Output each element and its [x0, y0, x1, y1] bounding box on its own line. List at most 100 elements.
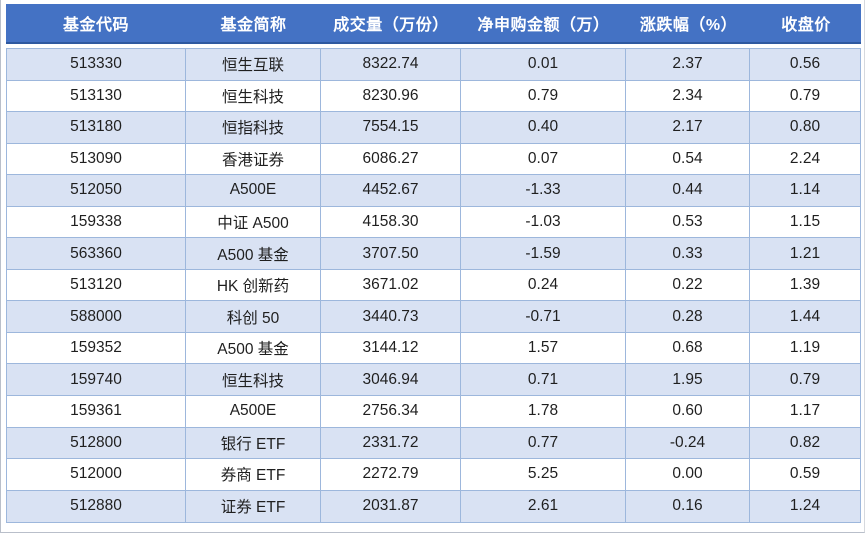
- table-cell-close_price: 0.79: [789, 86, 821, 104]
- table-cell-change_pct: 0.28: [626, 301, 750, 332]
- table-cell-fund_name: 券商 ETF: [186, 459, 321, 490]
- table-cell-volume_10k_units: 3046.94: [321, 364, 461, 396]
- table-cell-change_pct: -0.24: [626, 427, 750, 459]
- table-cell-fund_code: 512800: [7, 427, 186, 459]
- table-cell-fund_code: 563360: [7, 238, 186, 269]
- table-cell-close_price: 2.24: [789, 149, 821, 167]
- table-cell-net_subscription_10k: 5.25: [461, 459, 626, 490]
- table-cell-fund_code: 513180: [7, 112, 186, 143]
- table-row: 513090 香港证券 6086.27 0.07 0.54 2.24: [7, 143, 860, 176]
- table-cell-fund_code: 512000: [7, 459, 186, 490]
- table-cell-net_subscription_10k: -1.33: [461, 175, 626, 206]
- table-cell-volume_10k_units: 3144.12: [321, 332, 461, 364]
- table-cell-change_pct: 2.17: [626, 112, 750, 143]
- table-cell-net_subscription_10k: 0.40: [461, 112, 626, 143]
- table-cell-close_price: 1.19: [789, 339, 821, 357]
- table-row: 513120 HK 创新药 3671.02 0.24 0.22 1.39: [7, 269, 860, 302]
- table-cell-change_pct: 2.37: [626, 49, 750, 80]
- table-cell-fund_name: 科创 50: [186, 301, 321, 332]
- table-cell-net_subscription_10k: 1.78: [461, 396, 626, 427]
- table-cell-change_pct: 0.22: [626, 269, 750, 301]
- table-cell-fund_name: A500E: [186, 396, 321, 427]
- table-row: 159740 恒生科技 3046.94 0.71 1.95 0.79: [7, 364, 860, 397]
- table-cell-fund_code: 512880: [7, 490, 186, 523]
- table-cell-close_price: 0.82: [789, 433, 821, 451]
- table-cell-net_subscription_10k: -1.03: [461, 206, 626, 238]
- table-cell-volume_10k_units: 2756.34: [321, 396, 461, 427]
- table-cell-close_price: 1.44: [789, 307, 821, 325]
- table-cell-volume_10k_units: 8322.74: [321, 49, 461, 80]
- table-cell-fund_code: 513090: [7, 143, 186, 175]
- table-row: 159352 A500 基金 3144.12 1.57 0.68 1.19: [7, 332, 860, 365]
- table-row: 513330 恒生互联 8322.74 0.01 2.37 0.56: [7, 49, 860, 81]
- table-cell-fund_code: 588000: [7, 301, 186, 332]
- table-cell-fund_code: 513120: [7, 269, 186, 301]
- table-cell-change_pct: 0.53: [626, 206, 750, 238]
- table-cell-volume_10k_units: 3671.02: [321, 269, 461, 301]
- table-cell-fund_name: 恒生科技: [186, 80, 321, 112]
- table-cell-fund_name: 证券 ETF: [186, 490, 321, 523]
- table-cell-change_pct: 0.54: [626, 143, 750, 175]
- table-cell-net_subscription_10k: 0.79: [461, 80, 626, 112]
- table-cell-fund_code: 513130: [7, 80, 186, 112]
- table-cell-close_price: 1.39: [789, 276, 821, 294]
- table-cell-fund_code: 159338: [7, 206, 186, 238]
- table-row: 513180 恒指科技 7554.15 0.40 2.17 0.80: [7, 112, 860, 144]
- table-cell-net_subscription_10k: 0.77: [461, 427, 626, 459]
- table-cell-net_subscription_10k: -1.59: [461, 238, 626, 269]
- table-cell-fund_name: A500E: [186, 175, 321, 206]
- table-row: 512800 银行 ETF 2331.72 0.77 -0.24 0.82: [7, 427, 860, 460]
- table-cell-change_pct: 1.95: [626, 364, 750, 396]
- table-cell-volume_10k_units: 2331.72: [321, 427, 461, 459]
- table-cell-volume_10k_units: 4452.67: [321, 175, 461, 206]
- table-cell-close_price: 1.15: [789, 213, 821, 230]
- table-cell-volume_10k_units: 6086.27: [321, 143, 461, 175]
- table-cell-net_subscription_10k: 1.57: [461, 332, 626, 364]
- table-cell-volume_10k_units: 4158.30: [321, 206, 461, 238]
- table-cell-volume_10k_units: 7554.15: [321, 112, 461, 143]
- table-cell-fund_name: A500 基金: [186, 332, 321, 364]
- table-row: 159338 中证 A500 4158.30 -1.03 0.53 1.15: [7, 206, 860, 239]
- table-cell-close_price: 0.59: [789, 465, 821, 483]
- table-cell-fund_code: 159361: [7, 396, 186, 427]
- table-row: 563360 A500 基金 3707.50 -1.59 0.33 1.21: [7, 238, 860, 270]
- table-cell-fund_name: 恒生科技: [186, 364, 321, 396]
- table-cell-volume_10k_units: 3707.50: [321, 238, 461, 269]
- table-cell-close_price: 0.80: [789, 118, 821, 136]
- table-cell-fund_name: A500 基金: [186, 238, 321, 269]
- table-cell-volume_10k_units: 2272.79: [321, 459, 461, 490]
- column-header-fund-name: 基金简称: [220, 17, 287, 34]
- table-row: 159361 A500E 2756.34 1.78 0.60 1.17: [7, 396, 860, 428]
- table-cell-fund_name: HK 创新药: [186, 269, 321, 301]
- table-cell-fund_code: 513330: [7, 49, 186, 80]
- fund-table: 基金代码 基金简称 成交量（万份） 净申购金额（万） 涨跌幅（%） 收盘价 51…: [6, 4, 861, 524]
- table-row: 588000 科创 50 3440.73 -0.71 0.28 1.44: [7, 301, 860, 333]
- table-header-row: 基金代码 基金简称 成交量（万份） 净申购金额（万） 涨跌幅（%） 收盘价: [6, 4, 861, 44]
- column-header-volume: 成交量（万份）: [333, 17, 449, 34]
- table-cell-fund_name: 香港证券: [186, 143, 321, 175]
- table-cell-net_subscription_10k: 2.61: [461, 490, 626, 523]
- table-body: 513330 恒生互联 8322.74 0.01 2.37 0.56 513130 恒生科技 8…: [6, 48, 861, 524]
- table-cell-fund_code: 512050: [7, 175, 186, 206]
- table-row: 513130 恒生科技 8230.96 0.79 2.34 0.79: [7, 80, 860, 113]
- table-cell-volume_10k_units: 8230.96: [321, 80, 461, 112]
- table-cell-net_subscription_10k: 0.01: [461, 49, 626, 80]
- table-cell-net_subscription_10k: 0.07: [461, 143, 626, 175]
- table-cell-fund_name: 恒指科技: [186, 112, 321, 143]
- table-cell-change_pct: 0.33: [626, 238, 750, 269]
- table-cell-net_subscription_10k: 0.71: [461, 364, 626, 396]
- table-cell-close_price: 1.24: [789, 497, 821, 515]
- table-cell-change_pct: 0.44: [626, 175, 750, 206]
- column-header-fund-code: 基金代码: [62, 17, 129, 34]
- table-cell-change_pct: 2.34: [626, 80, 750, 112]
- table-cell-fund_code: 159352: [7, 332, 186, 364]
- column-header-net-subscription: 净申购金额（万）: [477, 17, 610, 34]
- table-cell-close_price: 1.14: [789, 181, 821, 199]
- table-cell-fund_name: 中证 A500: [186, 206, 321, 238]
- table-cell-close_price: 0.79: [789, 370, 821, 388]
- table-cell-close_price: 1.21: [789, 244, 821, 262]
- table-cell-close_price: 0.56: [789, 55, 821, 73]
- table-row: 512000 券商 ETF 2272.79 5.25 0.00 0.59: [7, 459, 860, 491]
- table-cell-net_subscription_10k: -0.71: [461, 301, 626, 332]
